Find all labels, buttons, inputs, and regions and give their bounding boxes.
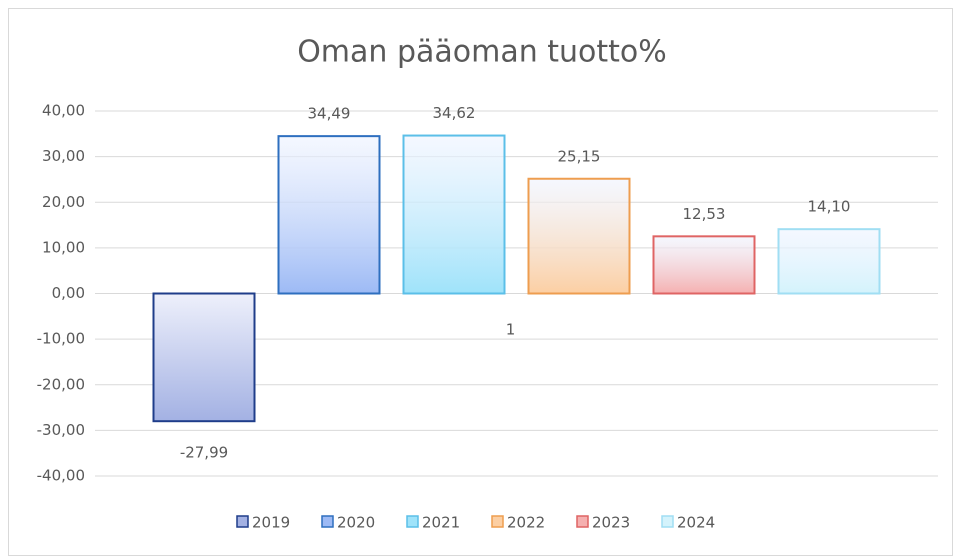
bar <box>527 177 631 295</box>
y-tick-label: 30,00 <box>42 147 85 165</box>
bar <box>777 228 881 295</box>
x-tick-label: 1 <box>506 321 516 339</box>
y-tick-label: -20,00 <box>37 375 85 393</box>
legend-swatch <box>321 515 334 528</box>
value-label: 34,62 <box>433 104 476 122</box>
value-label: 25,15 <box>558 147 601 165</box>
y-tick-label: 40,00 <box>42 102 85 120</box>
legend-label: 2022 <box>507 514 545 532</box>
y-tick-label: 10,00 <box>42 238 85 256</box>
y-tick-label: -30,00 <box>37 421 85 439</box>
legend-swatch <box>661 515 674 528</box>
legend-label: 2021 <box>422 514 460 532</box>
legend-label: 2019 <box>252 514 290 532</box>
y-tick-label: 0,00 <box>52 284 85 302</box>
legend-swatch <box>406 515 419 528</box>
bar <box>277 135 381 295</box>
value-label: 14,10 <box>808 198 851 216</box>
value-label: -27,99 <box>180 444 228 462</box>
y-tick-label: 20,00 <box>42 193 85 211</box>
bar <box>402 134 506 295</box>
value-label: 12,53 <box>683 205 726 223</box>
bar <box>152 292 256 423</box>
value-label: 34,49 <box>308 105 351 123</box>
bar <box>652 235 756 295</box>
legend-swatch <box>236 515 249 528</box>
y-tick-label: -40,00 <box>37 467 85 485</box>
y-tick-label: -10,00 <box>37 330 85 348</box>
chart-title: Oman pääoman tuotto% <box>297 35 667 70</box>
legend-label: 2023 <box>592 514 630 532</box>
legend-label: 2020 <box>337 514 375 532</box>
legend-swatch <box>491 515 504 528</box>
legend-swatch <box>576 515 589 528</box>
legend-label: 2024 <box>677 514 715 532</box>
